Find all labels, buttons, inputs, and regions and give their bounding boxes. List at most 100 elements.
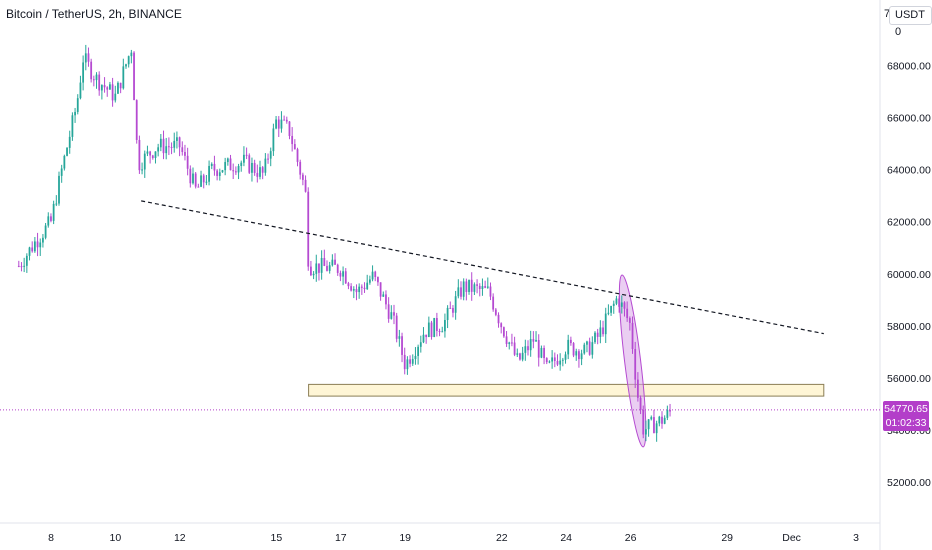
candle [508, 341, 511, 350]
x-tick-label: 15 [271, 532, 283, 544]
highlight-ellipse[interactable] [614, 274, 651, 448]
candle [636, 372, 639, 402]
candle [154, 151, 157, 164]
candle [661, 411, 663, 429]
candle [519, 352, 521, 361]
candle [374, 270, 377, 282]
candle [545, 357, 548, 365]
candle [312, 271, 315, 280]
candle [639, 395, 642, 415]
candle [537, 334, 540, 367]
candle [63, 154, 66, 171]
candle [114, 85, 117, 103]
candle [328, 261, 331, 274]
candle [612, 300, 615, 314]
candle [125, 63, 127, 69]
candle [591, 336, 594, 359]
candle [634, 341, 637, 389]
candle [66, 147, 68, 157]
candle [122, 58, 125, 90]
candle [575, 348, 578, 361]
x-tick-label: Dec [782, 532, 801, 544]
candle [535, 331, 537, 342]
candle [216, 169, 219, 181]
candle [360, 284, 363, 295]
candle [505, 331, 508, 347]
candle [516, 348, 519, 358]
candle [103, 77, 106, 93]
candle [304, 175, 307, 193]
candle [631, 316, 634, 354]
candle [17, 260, 20, 268]
candle [460, 281, 462, 300]
candle [226, 157, 229, 166]
candle [162, 130, 165, 160]
candle [23, 257, 26, 273]
candle [36, 232, 39, 257]
y-tick-label: 68000.00 [887, 61, 931, 73]
candle [251, 157, 253, 182]
candle [486, 277, 489, 289]
candle [237, 163, 240, 180]
candle [462, 278, 465, 301]
candle [119, 82, 122, 94]
candle [529, 330, 532, 357]
countdown-timer: 01:02:33 [885, 417, 927, 429]
candle [315, 254, 318, 282]
candle [210, 162, 213, 170]
candle [186, 147, 189, 176]
candle [457, 279, 460, 299]
candle [95, 72, 98, 89]
candle [109, 81, 111, 90]
candle [280, 111, 283, 133]
candle [393, 304, 395, 325]
candle [561, 357, 564, 367]
candle [623, 301, 626, 317]
candle [647, 419, 650, 437]
candle [202, 173, 205, 189]
candle [454, 290, 457, 320]
candle [586, 340, 588, 353]
y-tick-label: 56000.00 [887, 373, 931, 385]
candle [401, 332, 403, 363]
candle [44, 222, 47, 240]
currency-button[interactable]: USDT 0 [889, 6, 932, 38]
trendline[interactable] [141, 200, 824, 335]
candle [159, 133, 162, 152]
candle [135, 99, 138, 144]
candle [650, 415, 653, 421]
candle [350, 283, 353, 292]
support-zone[interactable] [308, 383, 825, 397]
candle [441, 326, 444, 333]
candle [500, 322, 503, 334]
candle [347, 281, 350, 290]
candle [599, 320, 602, 344]
candle [548, 360, 551, 364]
candle [301, 172, 304, 186]
candle [666, 405, 669, 421]
y-tick-label: 58000.00 [887, 321, 931, 333]
candle [425, 334, 428, 344]
candle [371, 265, 374, 282]
candle [604, 307, 607, 343]
candle [197, 183, 200, 188]
candle [368, 275, 371, 285]
candle [543, 345, 545, 365]
x-tick-label: 24 [560, 532, 572, 544]
candle [569, 336, 572, 346]
candle [610, 305, 612, 316]
candle [473, 282, 476, 296]
candle [358, 283, 361, 299]
candle [74, 107, 76, 123]
x-tick-label: 17 [335, 532, 347, 544]
candle [344, 268, 347, 284]
candle [178, 136, 181, 157]
candles [17, 44, 671, 442]
candle [377, 276, 379, 286]
candle [47, 212, 50, 228]
y-tick-label: 66000.00 [887, 113, 931, 125]
x-tick-label: 8 [48, 532, 54, 544]
candle [594, 331, 596, 344]
candle [269, 147, 272, 167]
